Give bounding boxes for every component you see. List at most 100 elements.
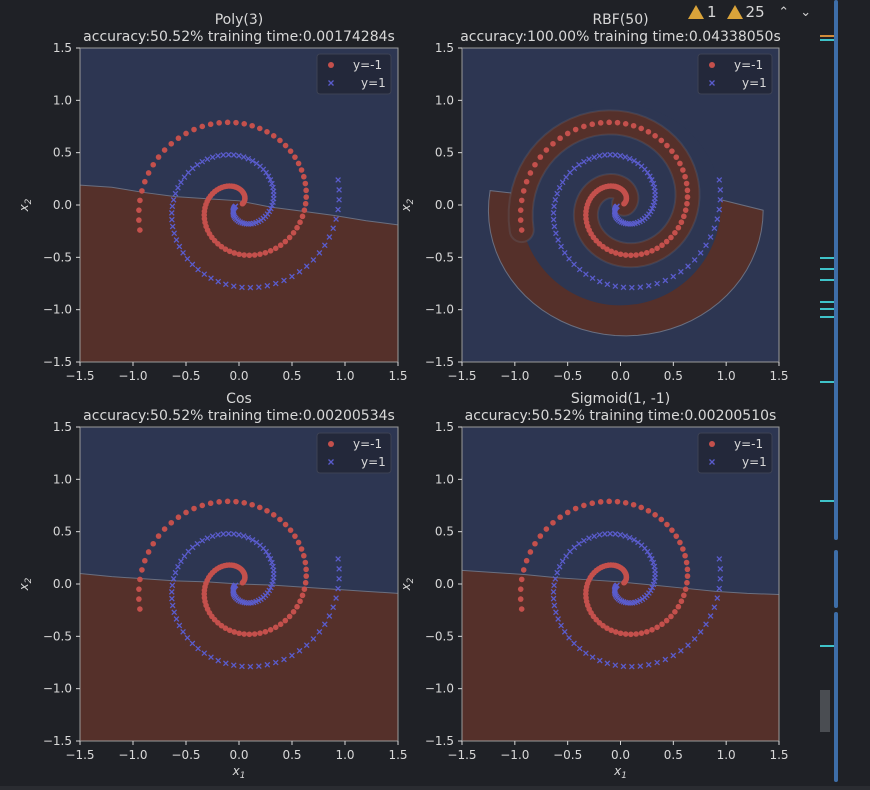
- legend-marker-neg: [328, 441, 334, 447]
- chevron-up-icon[interactable]: ⌃: [778, 4, 790, 20]
- data-point-pos: [711, 225, 718, 232]
- data-point-pos: [178, 179, 184, 186]
- data-point-neg: [654, 245, 660, 252]
- data-point-neg: [267, 248, 274, 254]
- data-point-pos: [576, 266, 583, 273]
- y-tick-label: 1.5: [53, 41, 72, 55]
- data-point-pos: [670, 652, 677, 659]
- scroll-overview-bar[interactable]: [834, 550, 838, 608]
- data-point-pos: [635, 539, 641, 546]
- data-point-neg: [272, 624, 279, 631]
- data-point-neg: [292, 533, 298, 539]
- data-point-neg: [246, 252, 253, 259]
- data-point-pos: [336, 196, 342, 203]
- data-point-neg: [537, 154, 544, 160]
- data-point-neg: [241, 500, 248, 506]
- data-point-pos: [181, 553, 188, 560]
- data-point-pos: [591, 154, 598, 161]
- decision-regions: [80, 184, 398, 362]
- y-tick-label: 1.5: [435, 41, 454, 55]
- data-point-neg: [678, 219, 685, 226]
- problems-indicator[interactable]: 1 25 ⌃ ⌄: [688, 2, 815, 22]
- data-point-pos: [253, 539, 260, 546]
- legend-label: y=-1: [353, 58, 382, 72]
- legend-label: y=-1: [734, 58, 763, 72]
- data-point-pos: [654, 280, 660, 287]
- data-point-pos: [571, 640, 577, 647]
- data-point-neg: [301, 586, 308, 592]
- data-point-pos: [612, 152, 619, 158]
- x-tick-label: −0.5: [553, 369, 582, 383]
- data-point-pos: [281, 277, 287, 284]
- legend-marker-pos: [328, 80, 334, 86]
- data-point-pos: [650, 180, 657, 187]
- data-point-pos: [249, 537, 256, 543]
- data-point-neg: [294, 224, 300, 231]
- data-point-pos: [281, 656, 287, 663]
- data-point-neg: [680, 546, 686, 552]
- data-point-neg: [638, 125, 645, 132]
- scrollbar-thumb[interactable]: [820, 690, 830, 732]
- data-point-pos: [181, 174, 188, 181]
- data-point-neg: [681, 592, 687, 599]
- data-point-pos: [559, 558, 566, 565]
- data-point-pos: [239, 284, 245, 291]
- scroll-overview-bar[interactable]: [834, 612, 838, 782]
- legend-marker-pos: [328, 459, 334, 465]
- data-point-pos: [194, 540, 201, 547]
- data-point-neg: [286, 613, 293, 620]
- chart-subtitle: accuracy:50.52% training time:0.00200534…: [83, 408, 395, 424]
- legend-marker-pos: [709, 459, 715, 465]
- data-point-pos: [717, 575, 724, 582]
- data-point-neg: [150, 161, 157, 168]
- data-point-pos: [555, 237, 561, 243]
- data-point-pos: [650, 559, 657, 566]
- data-point-neg: [233, 498, 239, 505]
- data-point-neg: [287, 527, 294, 533]
- data-point-pos: [264, 282, 271, 289]
- data-point-neg: [136, 586, 142, 592]
- data-point-neg: [517, 207, 524, 213]
- data-point-pos: [330, 225, 337, 232]
- data-point-pos: [267, 177, 274, 183]
- x-tick-label: 1.5: [388, 369, 407, 383]
- data-point-pos: [255, 284, 262, 291]
- chevron-down-icon[interactable]: ⌄: [800, 4, 812, 20]
- data-point-pos: [176, 243, 183, 250]
- data-point-neg: [589, 500, 596, 507]
- scroll-overview-bar[interactable]: [834, 0, 838, 540]
- data-point-neg: [663, 617, 670, 624]
- data-point-neg: [659, 621, 665, 628]
- data-point-pos: [703, 242, 709, 249]
- data-point-neg: [161, 526, 168, 532]
- data-point-neg: [168, 140, 175, 147]
- data-point-pos: [716, 585, 723, 592]
- data-point-neg: [277, 516, 283, 523]
- data-point-neg: [589, 121, 596, 128]
- scroll-marker: [820, 645, 836, 647]
- x-tick-label: −1.0: [118, 369, 147, 383]
- data-point-pos: [576, 540, 582, 547]
- data-point-pos: [554, 569, 561, 576]
- legend-box: [697, 53, 773, 95]
- data-point-pos: [189, 261, 196, 268]
- data-point-neg: [614, 119, 621, 126]
- data-point-pos: [175, 184, 181, 191]
- data-point-pos: [321, 621, 328, 628]
- error-count[interactable]: 1: [688, 3, 717, 21]
- data-point-neg: [142, 178, 148, 185]
- data-point-pos: [201, 271, 208, 278]
- data-point-pos: [194, 161, 201, 168]
- data-point-pos: [552, 575, 559, 582]
- warning-count[interactable]: 25: [726, 3, 765, 21]
- data-point-pos: [296, 647, 303, 654]
- data-point-neg: [142, 557, 148, 564]
- data-point-neg: [207, 121, 214, 128]
- data-point-neg: [684, 187, 691, 194]
- warning-count-label: 25: [745, 3, 765, 21]
- data-point-pos: [651, 563, 658, 570]
- warning-triangle-icon: [688, 5, 704, 19]
- data-point-pos: [612, 531, 619, 537]
- data-point-pos: [714, 595, 721, 601]
- data-point-pos: [310, 636, 317, 642]
